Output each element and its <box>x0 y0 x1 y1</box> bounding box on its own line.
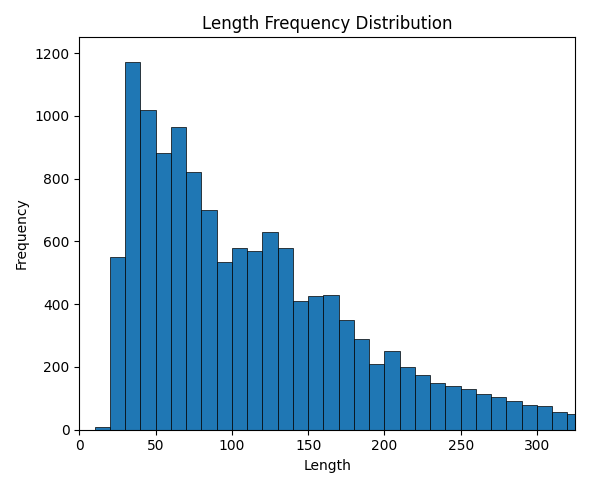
Bar <box>323 295 339 430</box>
Bar <box>582 420 590 430</box>
Bar <box>506 402 522 430</box>
X-axis label: Length: Length <box>303 459 351 473</box>
Bar <box>186 172 201 430</box>
Bar <box>445 386 461 430</box>
Bar <box>171 127 186 430</box>
Title: Length Frequency Distribution: Length Frequency Distribution <box>202 15 453 33</box>
Bar <box>552 412 568 430</box>
Bar <box>491 397 506 430</box>
Bar <box>568 414 582 430</box>
Bar <box>140 109 156 430</box>
Bar <box>339 320 354 430</box>
Bar <box>476 394 491 430</box>
Bar <box>399 367 415 430</box>
Bar <box>125 62 140 430</box>
Bar <box>110 257 125 430</box>
Bar <box>461 389 476 430</box>
Bar <box>430 383 445 430</box>
Y-axis label: Frequency: Frequency <box>15 198 29 269</box>
Bar <box>369 364 385 430</box>
Bar <box>217 262 232 430</box>
Bar <box>263 232 278 430</box>
Bar <box>354 339 369 430</box>
Bar <box>293 301 308 430</box>
Bar <box>278 247 293 430</box>
Bar <box>201 210 217 430</box>
Bar <box>232 247 247 430</box>
Bar <box>537 406 552 430</box>
Bar <box>156 154 171 430</box>
Bar <box>385 351 399 430</box>
Bar <box>415 375 430 430</box>
Bar <box>247 251 263 430</box>
Bar <box>308 296 323 430</box>
Bar <box>522 405 537 430</box>
Bar <box>94 427 110 430</box>
